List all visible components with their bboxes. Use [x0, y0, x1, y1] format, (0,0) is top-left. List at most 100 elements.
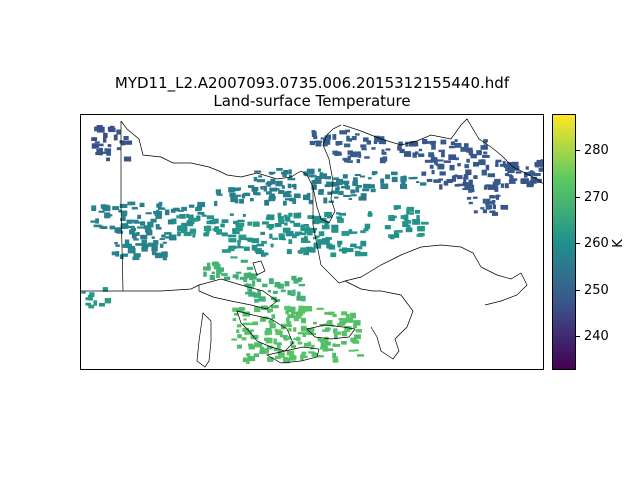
lst-pixel	[332, 134, 337, 140]
lst-pixel	[197, 211, 205, 215]
lst-pixel	[315, 176, 322, 180]
lst-pixel	[407, 220, 412, 224]
lst-pixel	[355, 186, 360, 193]
lst-pixel	[123, 156, 132, 162]
lst-pixel	[513, 178, 518, 181]
lst-pixel	[433, 179, 441, 183]
colorbar-tick-280: 280	[576, 144, 609, 158]
lst-pixel	[382, 139, 387, 145]
lst-pixel	[229, 213, 234, 216]
lst-pixel	[295, 312, 304, 316]
lst-pixel	[455, 157, 459, 161]
lst-pixel	[180, 224, 186, 229]
lst-pixel	[289, 355, 296, 361]
lst-pixel	[333, 344, 341, 347]
lst-pixel	[485, 164, 490, 171]
lst-pixel	[290, 341, 295, 345]
lst-pixel	[483, 139, 487, 144]
lst-pixel	[457, 163, 461, 167]
lst-pixel	[286, 350, 295, 356]
lst-pixel	[416, 181, 420, 184]
lst-pixel	[288, 239, 293, 244]
lst-pixel	[252, 321, 259, 324]
lst-pixel	[325, 348, 334, 352]
lst-pixel	[227, 247, 235, 252]
lst-pixel	[316, 355, 324, 358]
lst-pixel	[324, 184, 332, 188]
lst-pixel	[350, 194, 357, 197]
lst-pixel	[85, 302, 91, 306]
lst-pixel	[292, 289, 296, 296]
lst-pixel	[191, 218, 199, 222]
lst-pixel	[499, 163, 508, 167]
lst-pixel	[508, 179, 516, 184]
lst-pixel	[311, 131, 317, 137]
lst-pixel	[120, 217, 126, 222]
lst-pixel	[480, 207, 485, 210]
lst-pixel	[487, 184, 496, 190]
lst-pixel	[267, 224, 275, 229]
lst-pixel	[250, 322, 258, 326]
lst-pixel	[235, 271, 242, 274]
lst-pixel	[305, 246, 313, 253]
lst-pixel	[234, 312, 239, 316]
lst-pixel	[212, 218, 219, 224]
lst-pixel	[237, 224, 244, 229]
lst-pixel	[351, 338, 358, 344]
lst-pixel	[473, 162, 479, 167]
lst-pixel	[255, 192, 261, 196]
lst-pixel	[107, 144, 112, 148]
lst-pixel	[416, 234, 423, 237]
lst-pixel	[274, 282, 281, 288]
colorbar-tick-260: 260	[576, 237, 609, 251]
lst-pixel	[99, 303, 105, 307]
lst-pixel	[345, 248, 354, 253]
lst-pixel	[294, 315, 302, 319]
lst-pixel	[229, 192, 236, 197]
lst-pixel	[300, 295, 306, 302]
lst-pixel	[412, 219, 420, 225]
lst-pixel	[324, 176, 332, 180]
lst-pixel	[114, 242, 118, 245]
lst-pixel	[248, 288, 253, 294]
lst-pixel	[288, 175, 292, 178]
lst-pixel	[241, 337, 247, 341]
lst-pixel	[243, 192, 251, 197]
lst-pixel	[253, 292, 262, 298]
lst-pixel	[324, 311, 330, 315]
lst-pixel	[332, 352, 336, 359]
lst-pixel	[533, 179, 537, 184]
lst-pixel	[270, 243, 274, 248]
border-provinces-quebec	[312, 187, 346, 284]
lst-pixel	[266, 214, 272, 218]
lst-pixel	[505, 166, 513, 172]
lst-pixel	[335, 183, 340, 186]
lst-pixel	[131, 206, 138, 210]
lst-pixel	[355, 328, 362, 332]
lst-pixel	[418, 153, 425, 157]
lst-pixel	[484, 184, 488, 189]
lst-pixel	[251, 186, 259, 192]
region-north-central-band	[214, 168, 427, 207]
lst-pixel	[345, 129, 350, 133]
lst-pixel	[201, 214, 207, 217]
lst-pixel	[500, 204, 509, 210]
lst-pixel	[162, 241, 167, 244]
lst-pixel	[334, 196, 339, 199]
lst-pixel	[301, 351, 306, 358]
lst-pixel	[288, 169, 292, 175]
lst-pixel	[177, 231, 181, 237]
lst-pixel	[318, 190, 324, 195]
lst-pixel	[457, 183, 464, 187]
lst-pixel	[317, 239, 323, 244]
lst-pixel	[348, 349, 355, 352]
lst-pixel	[297, 332, 305, 335]
lst-pixel	[313, 215, 322, 221]
lst-pixel	[391, 176, 398, 183]
lst-pixel	[260, 305, 268, 310]
lst-pixel	[168, 234, 177, 241]
region-central-ontario	[172, 205, 429, 258]
lst-pixel	[261, 240, 267, 244]
lst-pixel	[426, 178, 433, 182]
lst-pixel	[281, 185, 285, 189]
